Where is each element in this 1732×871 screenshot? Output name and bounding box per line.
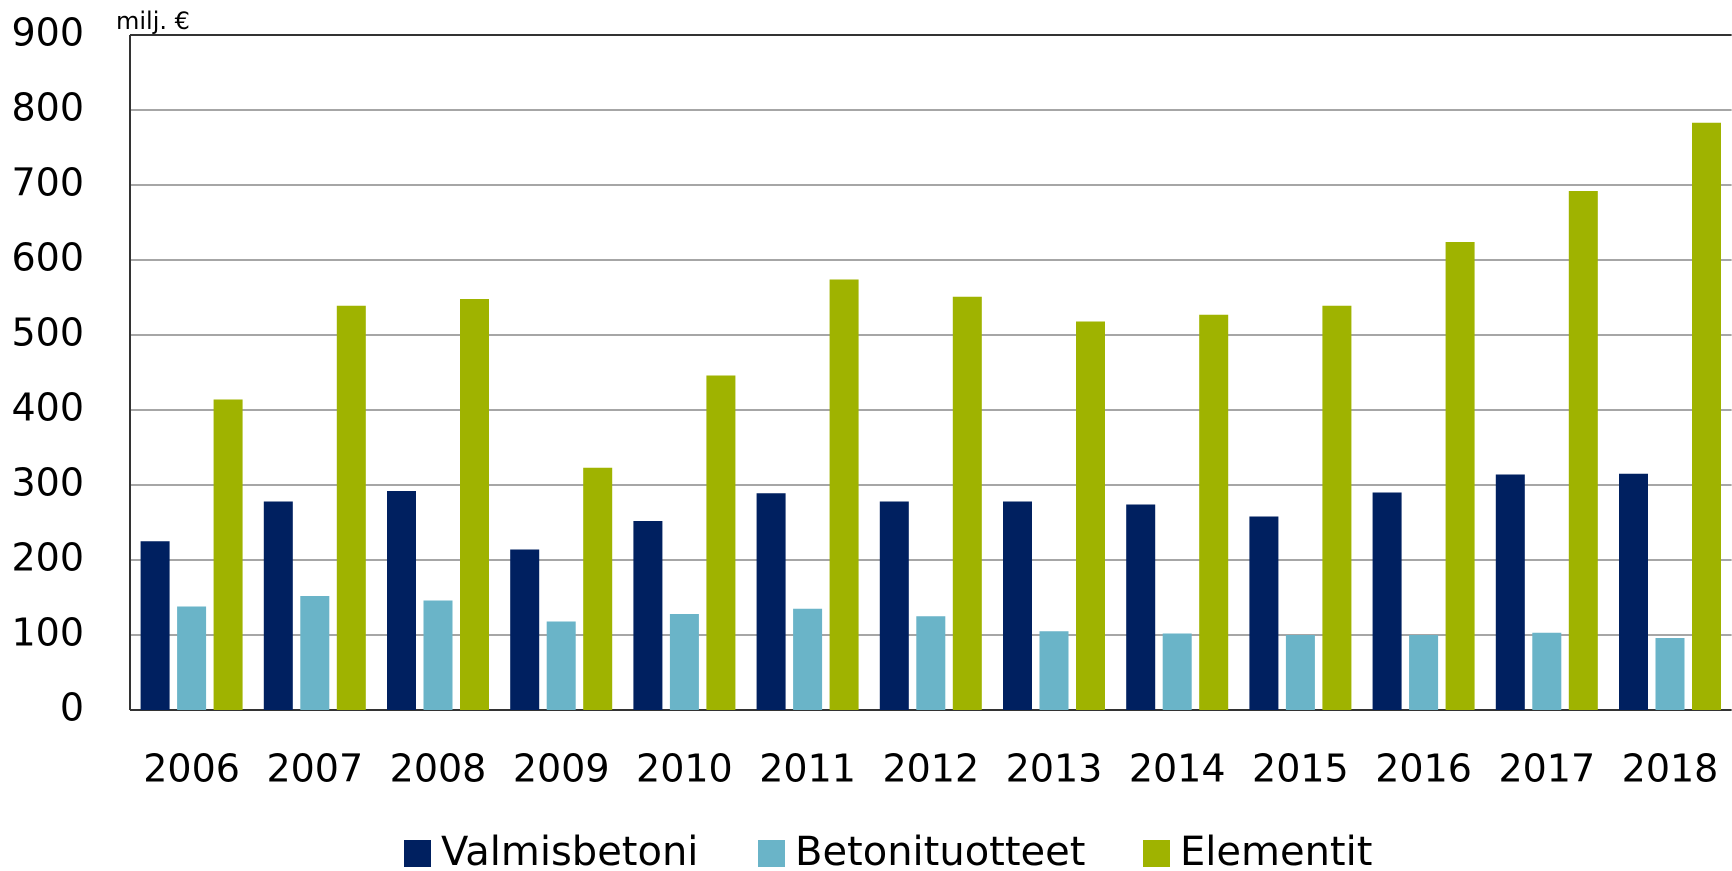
bar (1126, 504, 1156, 710)
y-tick-label: 400 (11, 386, 84, 430)
y-tick-label: 900 (11, 11, 84, 55)
bar (1249, 516, 1279, 710)
x-tick-label: 2011 (759, 747, 856, 791)
bar (879, 501, 909, 710)
bar (1568, 191, 1598, 710)
bar (1692, 122, 1721, 710)
bar (829, 279, 859, 710)
y-tick-label: 600 (11, 236, 84, 280)
bar (1532, 632, 1562, 710)
x-tick-label: 2006 (143, 747, 240, 791)
bar (1322, 305, 1352, 710)
bar (583, 467, 613, 710)
y-tick-label: 200 (11, 536, 84, 580)
bar (1619, 473, 1648, 710)
legend-label: Valmisbetoni (441, 829, 698, 871)
bar (633, 521, 663, 710)
x-tick-label: 2016 (1375, 747, 1472, 791)
bar (756, 493, 786, 710)
bar (213, 399, 243, 710)
bar (952, 296, 982, 710)
legend-swatch (758, 840, 785, 867)
y-tick-label: 500 (11, 311, 84, 355)
x-tick-label: 2007 (266, 747, 363, 791)
bar (669, 614, 699, 710)
legend-label: Betonituotteet (795, 829, 1085, 871)
x-tick-label: 2015 (1252, 747, 1349, 791)
x-tick-label: 2012 (882, 747, 979, 791)
bar (387, 491, 416, 710)
bar (793, 608, 823, 710)
bar (1199, 314, 1229, 710)
x-tick-label: 2013 (1006, 747, 1103, 791)
x-tick-label: 2018 (1622, 747, 1719, 791)
legend-swatch (404, 840, 431, 867)
y-tick-label: 100 (11, 611, 84, 655)
bar (706, 375, 736, 710)
bar (140, 541, 170, 710)
bar (263, 501, 293, 710)
bar (1003, 501, 1032, 710)
bar (1445, 242, 1475, 710)
y-tick-label: 0 (60, 686, 84, 730)
bar (300, 596, 330, 710)
bar (1076, 321, 1105, 710)
bar (460, 299, 489, 710)
bar (1372, 492, 1402, 710)
bar (546, 621, 576, 710)
x-tick-label: 2017 (1498, 747, 1595, 791)
bar (1655, 638, 1685, 710)
bar (423, 600, 453, 710)
bar (1162, 633, 1192, 710)
x-tick-label: 2008 (390, 747, 487, 791)
x-tick-label: 2010 (636, 747, 733, 791)
bar (336, 305, 366, 710)
bar (177, 606, 207, 710)
legend-swatch (1143, 840, 1170, 867)
bar (1409, 635, 1439, 710)
y-tick-label: 300 (11, 461, 84, 505)
bar (1495, 474, 1525, 710)
bar (1285, 635, 1315, 710)
y-tick-label: 700 (11, 161, 84, 205)
x-tick-label: 2014 (1129, 747, 1226, 791)
legend-label: Elementit (1180, 829, 1372, 871)
x-tick-label: 2009 (513, 747, 610, 791)
bar (1039, 631, 1069, 710)
bar (916, 616, 946, 710)
bar (510, 549, 540, 710)
y-tick-label: 800 (11, 86, 84, 130)
unit-label: milj. € (116, 7, 190, 35)
